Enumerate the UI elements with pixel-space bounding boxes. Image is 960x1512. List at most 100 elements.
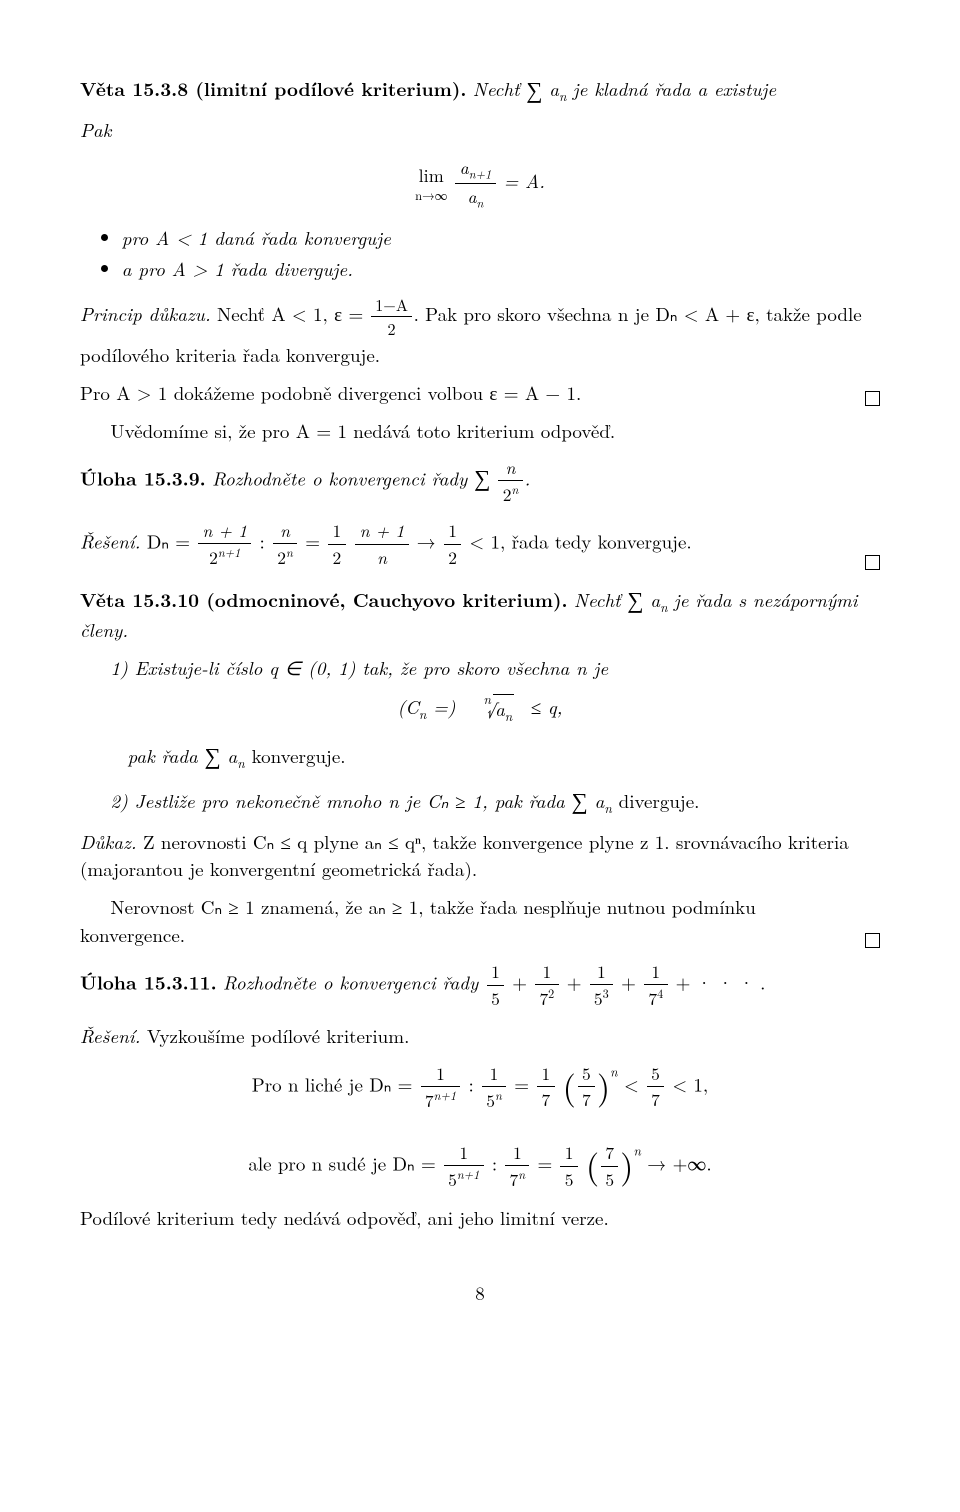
- limit-rhs: = A.: [504, 167, 545, 194]
- ex1-f4-den: n: [355, 545, 408, 570]
- ex2-plus2: +: [567, 968, 588, 995]
- ex1-frac-den: 2n: [498, 481, 522, 507]
- page-number: 8: [80, 1279, 880, 1307]
- oddf3d: 7: [537, 1087, 554, 1112]
- theorem-2-item2-post: diverguje.: [619, 787, 700, 814]
- ex2-t4-num: 1: [644, 959, 668, 985]
- exercise-1: Úloha 15.3.9. Rozhodněte o konvergenci ř…: [80, 455, 880, 508]
- oddf2d: 5n: [482, 1087, 506, 1113]
- evf2n: 1: [505, 1140, 529, 1166]
- ex1-frac-num: n: [498, 455, 522, 481]
- oddf1n: 1: [421, 1061, 461, 1087]
- ex1-f2-num: n: [273, 518, 297, 544]
- ex1-f3-den: 2: [328, 545, 345, 570]
- theorem-1-heading: Věta 15.3.8 (limitní podílové kriterium)…: [80, 74, 466, 102]
- sum-an-1: ∑ an: [526, 75, 566, 102]
- evexp: n: [633, 1141, 640, 1160]
- proof-text1: Nechť A < 1, ε =: [217, 300, 370, 327]
- theorem-2-item1b-post: konverguje.: [252, 742, 346, 769]
- ex2-t3-num: 1: [590, 959, 614, 985]
- oddf3n: 1: [537, 1061, 554, 1087]
- theorem-2-item2: 2) Jestliže pro nekonečně mnoho n je Cₙ …: [80, 782, 880, 817]
- lim-label: lim: [415, 163, 447, 189]
- ex1-f1-den: 2n+1: [198, 544, 251, 570]
- ex1-div: :: [260, 527, 272, 554]
- ex2-t4-den: 74: [644, 985, 668, 1011]
- ex2-sol-label: Řešení.: [80, 1022, 140, 1049]
- ex2-odd-line: Pro n liché je Dₙ = 17n+1 : 15n = 17 (57…: [80, 1061, 880, 1114]
- lim-under: n→∞: [415, 186, 447, 204]
- theorem-2: Věta 15.3.10 (odmocninové, Cauchyovo kri…: [80, 581, 880, 644]
- ex2-t2-den: 72: [535, 985, 559, 1011]
- ex2-sol-text: Vyzkoušíme podílové kriterium.: [147, 1022, 410, 1049]
- oddexp: n: [610, 1061, 617, 1080]
- ex2-plus1: +: [512, 968, 533, 995]
- ex2-t1-den: 5: [487, 986, 504, 1011]
- ex2-plus3: +: [621, 968, 642, 995]
- proof2-text1: Z nerovnosti Cₙ ≤ q plyne aₙ ≤ qⁿ, takže…: [80, 828, 849, 883]
- qed-3: [865, 933, 880, 948]
- ex1-eq1: =: [305, 527, 326, 554]
- oddf4d: 7: [647, 1087, 664, 1112]
- ev-div: :: [492, 1149, 504, 1176]
- evpd: 5: [601, 1167, 618, 1192]
- odd-eq: =: [514, 1070, 535, 1097]
- ex1-heading: Úloha 15.3.9.: [80, 463, 206, 491]
- theorem-2-proof-p2-line: Nerovnost Cₙ ≥ 1 znamená, že aₙ ≥ 1, tak…: [80, 893, 880, 948]
- ex2-dots: + · · · .: [676, 968, 766, 995]
- ex1-solution: Řešení. Dₙ = n + 1 2n+1 : n 2n = 1 2 n +…: [80, 518, 880, 571]
- bullet-2: a pro A > 1 řada diverguje.: [122, 255, 880, 283]
- proof-text3-line: Pro A > 1 dokážeme podobně divergenci vo…: [80, 379, 880, 407]
- proof-frac-num: 1−A: [371, 293, 412, 317]
- theorem-2-item1: 1) Existuje-li číslo q ∈ (0, 1) tak, že …: [80, 654, 880, 682]
- limfrac-den: an: [455, 184, 495, 212]
- ex1-f4-num: n + 1: [355, 518, 408, 544]
- theorem-1-bullets: pro A < 1 daná řada konverguje a pro A >…: [122, 224, 880, 283]
- odd-div: :: [469, 1070, 481, 1097]
- ex1-f5-num: 1: [444, 518, 461, 544]
- ex2-t2-num: 1: [535, 959, 559, 985]
- odd-end: < 1,: [672, 1070, 708, 1097]
- theorem-1-body1: Nechť: [473, 75, 526, 102]
- bullet-1: pro A < 1 daná řada konverguje: [122, 224, 880, 252]
- ex1-body: Rozhodněte o konvergenci řady: [212, 464, 474, 491]
- ex1-sol-d: Dₙ =: [147, 527, 197, 554]
- evf1d: 5n+1: [444, 1166, 484, 1192]
- oddf1d: 7n+1: [421, 1087, 461, 1113]
- ex2-final: Podílové kriterium tedy nedává odpověď, …: [80, 1204, 880, 1232]
- oddpd: 7: [578, 1087, 595, 1112]
- proof2-label: Důkaz.: [80, 828, 137, 855]
- evf2d: 7n: [505, 1166, 529, 1192]
- ev-end: → +∞.: [647, 1149, 711, 1176]
- ex2-t1-num: 1: [487, 959, 504, 985]
- oddpn: 5: [578, 1061, 595, 1087]
- ex1-arrow: →: [417, 527, 442, 554]
- ex2-body: Rozhodněte o konvergenci řady: [223, 968, 485, 995]
- ex2-even-line: ale pro n sudé je Dₙ = 15n+1 : 17n = 15 …: [80, 1140, 880, 1193]
- theorem-1-body2: je kladná řada a existuje: [573, 75, 776, 102]
- oddf4n: 5: [647, 1061, 664, 1087]
- ex2-even-pre: ale pro n sudé je Dₙ =: [248, 1149, 442, 1176]
- odd-lt: <: [624, 1070, 645, 1097]
- qed-2: [865, 555, 880, 570]
- evf1n: 1: [444, 1140, 484, 1166]
- ex2-odd-pre: Pro n liché je Dₙ =: [252, 1070, 419, 1097]
- exercise-2: Úloha 15.3.11. Rozhodněte o konvergenci …: [80, 959, 880, 1012]
- theorem-1-pak: Pak: [80, 116, 880, 144]
- theorem-2-rootline: (Cn =) n√an ≤ q,: [80, 693, 880, 726]
- limfrac-num: an+1: [455, 155, 495, 184]
- ex2-heading: Úloha 15.3.11.: [80, 967, 217, 995]
- ex2-sol-intro: Řešení. Vyzkoušíme podílové kriterium.: [80, 1022, 880, 1050]
- qed-1: [865, 391, 880, 406]
- proof-text3: Pro A > 1 dokážeme podobně divergenci vo…: [80, 379, 581, 407]
- ex1-sol-label: Řešení.: [80, 527, 140, 554]
- oddf2n: 1: [482, 1061, 506, 1087]
- proof-frac-den: 2: [371, 317, 412, 340]
- theorem-2-item1b-pre: pak řada: [128, 742, 205, 769]
- ex1-f1-num: n + 1: [198, 518, 251, 544]
- evf3d: 5: [560, 1167, 577, 1192]
- evf3n: 1: [560, 1140, 577, 1166]
- theorem-1-limit: lim n→∞ an+1 an = A.: [80, 155, 880, 212]
- theorem-1: Věta 15.3.8 (limitní podílové kriterium)…: [80, 70, 880, 105]
- ex1-f3-num: 1: [328, 518, 345, 544]
